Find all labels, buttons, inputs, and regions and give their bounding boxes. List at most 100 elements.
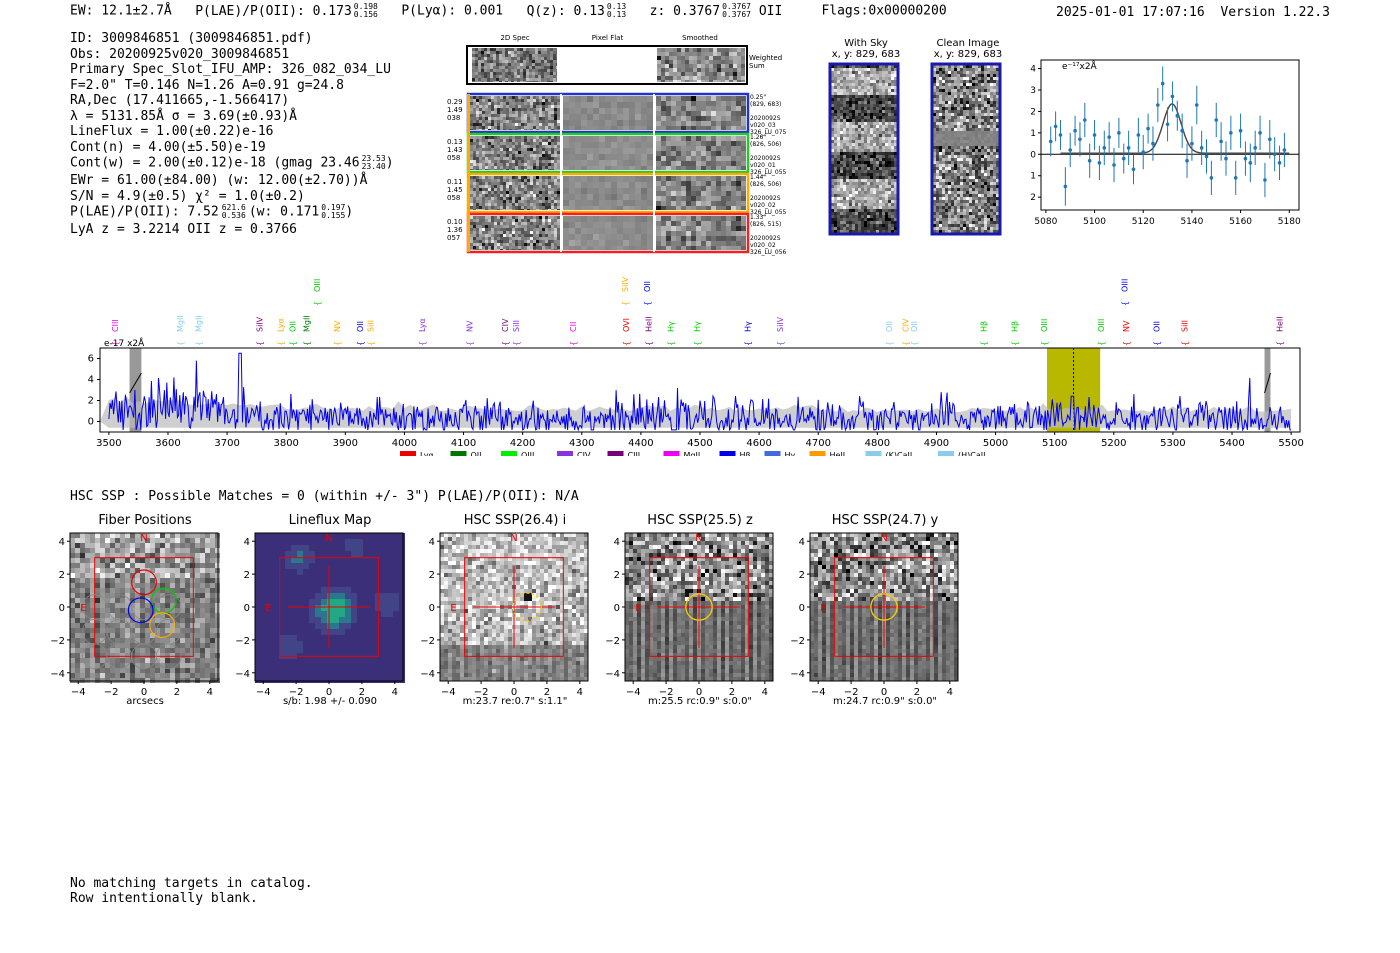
spectrum-xtick-label: 4900 [924,438,949,449]
north-label: N [695,533,702,544]
zoom-ytick-label: 3 [1030,86,1036,96]
line-marker-label: MgII [176,315,185,332]
spectrum-xtick-label: 3500 [96,438,121,449]
hsc-aperture-box [649,557,749,657]
ew-value: EW: 12.1±2.7Å [70,3,172,19]
zoom-ytick-label: 2 [1030,107,1036,117]
zoom-data-point [1068,148,1073,152]
line-marker-bracket: { [418,341,427,346]
line-marker-label: OII [885,321,894,332]
line-marker-label: OIII [313,279,322,292]
row1-left: 0.29 1.49 038 [447,98,463,122]
zoom-data-point [1107,135,1111,139]
row2-smoothed [656,136,746,170]
line-marker-bracket: { [693,341,702,346]
hsc-panels: Fiber Positions N E −4 −4 −2 −2 0 0 2 2 4 4 arcsecs Li… [40,512,980,712]
line-marker-label: Lyα [276,318,285,332]
east-label: E [635,603,641,614]
hsc-xtick-label: 2 [914,687,920,698]
line-marker-label: MgII [302,315,311,332]
line-marker-label: HeII [1275,316,1284,332]
spectrum-ytick-label: 6 [88,354,94,365]
hsc-panel-title: HSC SSP(26.4) i [463,513,567,528]
legend-label: (H)CaII [958,451,985,456]
hsc-xtick-label: −2 [844,687,859,698]
hsc-panel-flux: Lineflux Map N E −4 −4 −2 −2 0 0 2 2 4 4 s/b: 1.98 +/… [225,512,410,712]
hsc-xtick-label: −4 [811,687,826,698]
plya-value: P(Lyα): 0.001 [401,3,504,19]
spectrum-ytick-label: 2 [88,396,94,407]
zoom-xtick-label: 5160 [1229,217,1252,227]
spectrum-xtick-label: 3700 [214,438,239,449]
zoom-xtick-label: 5080 [1034,217,1057,227]
hsc-ytick-label: 4 [429,537,435,548]
line-marker-bracket: { [289,341,298,346]
hsc-panel-z: HSC SSP(25.5) z N E −4 −4 −2 −2 0 0 2 2 4 4 m:25.5 rc… [595,512,780,712]
line-marker-label: Hγ [693,321,702,332]
with-sky-image [831,65,897,233]
hsc-panel-fiber: Fiber Positions N E −4 −4 −2 −2 0 0 2 2 4 4 arcsecs [40,512,225,712]
legend-label: (K)CaII [886,451,913,456]
spectrum-ytick-label: 0 [88,417,94,428]
zoom-data-point [1063,184,1068,189]
footer-line1: No matching targets in catalog. [70,876,313,891]
spectrum-xtick-label: 4100 [451,438,476,449]
zoom-data-point [1165,122,1170,127]
zoom-data-point [1190,141,1194,146]
line-marker-bracket: { [1120,301,1129,306]
hsc-panel-caption: m:24.7 rc:0.9" s:0.0" [832,696,938,707]
zoom-ytick-label: 0 [1030,150,1036,160]
hsc-panel-title: Lineflux Map [288,513,372,528]
fiber-circle [127,597,154,624]
row2-pixelflat [563,136,653,170]
zoom-data-point [1185,158,1189,163]
detection-info: ID: 3009846851 (3009846851.pdf) Obs: 202… [70,31,450,238]
row4-left: 0.10 1.36 057 [447,218,463,242]
line-marker-bracket: { [910,341,919,346]
line-marker-bracket: { [512,341,521,346]
line-marker-bracket: { [980,341,989,346]
line-marker-label: NV [1122,320,1131,332]
lineflux: LineFlux = 1.00(±0.22)e-16 [70,124,274,139]
line-marker-bracket: { [1010,341,1019,346]
zoom-data-point [1092,133,1097,137]
with-sky-title: With Sky [844,38,888,49]
line-marker-bracket: { [622,341,631,346]
line-marker-bracket: { [356,341,365,346]
zoom-data-point [1214,118,1219,122]
legend-swatch [400,451,416,456]
hsc-ytick-label: −4 [420,669,435,680]
zoom-data-point [1224,156,1228,161]
hsc-aperture-box [464,557,564,657]
zoom-data-point [1170,94,1175,99]
lambda-sigma: λ = 5131.85Å σ = 3.69(±0.93)Å [70,108,297,124]
zoom-data-point [1175,113,1180,118]
hsc-ytick-label: −4 [235,669,250,680]
cutout-image-grid [466,45,750,254]
row2-left: 0.13 1.43 058 [447,138,463,162]
line-marker-label: Hβ [980,321,989,332]
zoom-ytick-label: 1 [1030,129,1036,139]
clean-image-xy: x, y: 829, 683 [933,49,1003,60]
hsc-xtick-label: 0 [511,687,517,698]
hsc-panel-title: HSC SSP(25.5) z [647,513,753,528]
hsc-xtick-label: −4 [71,687,86,698]
zoom-data-point [1253,146,1257,150]
spectrum-xtick-label: 4700 [806,438,831,449]
zoom-xtick-label: 5140 [1180,217,1203,227]
legend-swatch [663,451,680,456]
hsc-ytick-label: −4 [605,669,620,680]
hsc-panel-i: HSC SSP(26.4) i N E −4 −4 −2 −2 0 0 2 2 4 4 m:23.7 re… [410,512,595,712]
east-label: E [265,603,271,614]
legend-label: Hγ [785,451,796,456]
zoom-data-point [1267,137,1272,142]
line-marker-label: CIV [902,318,911,332]
zoom-data-point [1146,126,1150,131]
line-marker-label: OII [356,321,365,332]
hsc-xtick-label: −2 [104,687,119,698]
hsc-ytick-label: 0 [59,603,65,614]
fiber-circle [131,569,157,596]
hsc-ytick-label: −2 [50,636,65,647]
zoom-data-point [1199,146,1204,150]
hsc-aperture-box [834,557,934,657]
